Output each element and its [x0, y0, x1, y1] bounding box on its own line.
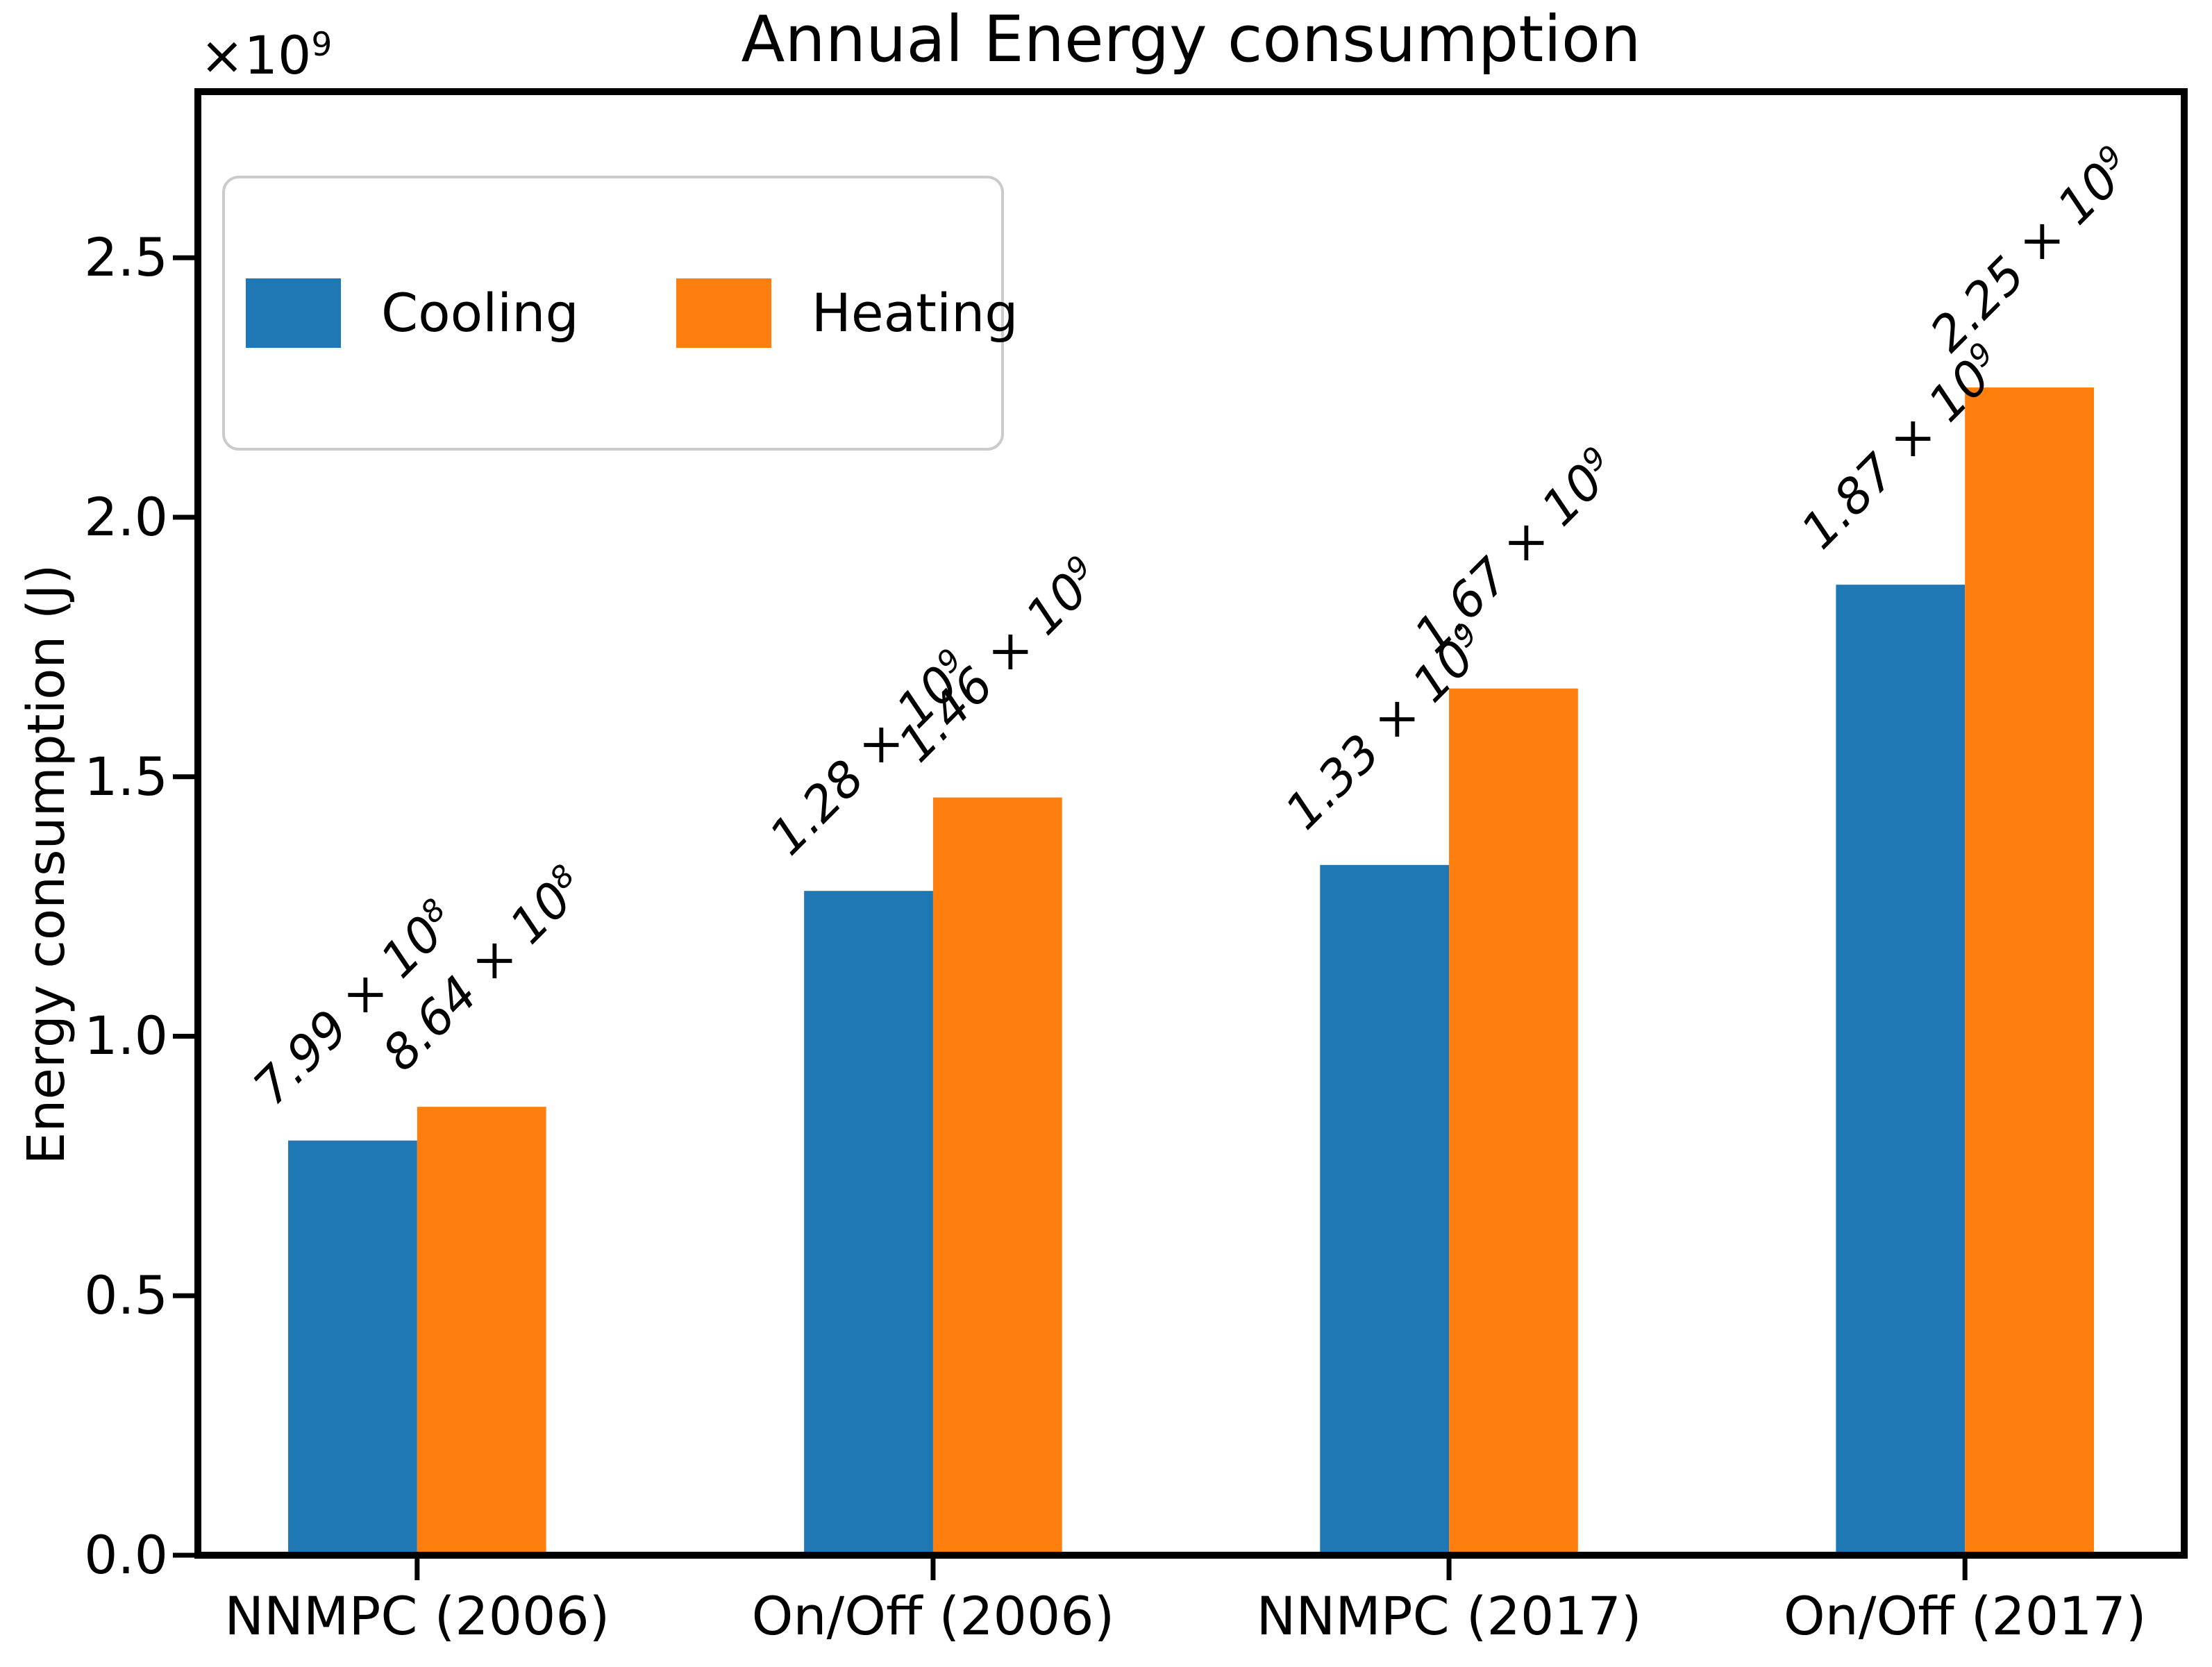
- x-tick-label: NNMPC (2017): [1256, 1585, 1642, 1647]
- y-tick-label: 0.0: [84, 1524, 168, 1586]
- x-tick-label: NNMPC (2006): [224, 1585, 610, 1647]
- bar-cooling: [804, 891, 933, 1555]
- bar-cooling: [288, 1140, 417, 1555]
- offset-exponent: 9: [311, 26, 333, 65]
- y-axis-offset-text: ×109: [200, 26, 332, 85]
- bar-cooling: [1836, 585, 1966, 1555]
- offset-base: ×10: [200, 24, 312, 86]
- legend-label-cooling: Cooling: [381, 282, 579, 344]
- y-tick-label: 1.5: [84, 745, 168, 807]
- x-tick-label: On/Off (2006): [751, 1585, 1115, 1647]
- legend-item-cooling: Cooling: [246, 278, 579, 348]
- legend-swatch-cooling: [246, 278, 341, 348]
- y-tick-label: 2.0: [84, 485, 168, 548]
- bar-heating: [1965, 387, 2094, 1555]
- bar-cooling: [1320, 864, 1450, 1555]
- axes-frame: [194, 88, 2188, 1559]
- bar-heating: [417, 1107, 546, 1555]
- y-tick-label: 2.5: [84, 226, 168, 289]
- x-tick-label: On/Off (2017): [1783, 1585, 2147, 1647]
- bar-heating: [932, 797, 1062, 1555]
- legend-swatch-heating: [676, 278, 771, 348]
- bar-heating: [1449, 688, 1578, 1555]
- legend: Cooling Heating: [222, 176, 1019, 451]
- y-axis-label: Energy consumption (J): [17, 564, 76, 1165]
- chart-title: Annual Energy consumption: [741, 2, 1641, 76]
- legend-label-heating: Heating: [811, 282, 1019, 344]
- y-tick-label: 0.5: [84, 1264, 168, 1327]
- legend-item-heating: Heating: [676, 278, 1019, 348]
- y-tick-label: 1.0: [84, 1005, 168, 1067]
